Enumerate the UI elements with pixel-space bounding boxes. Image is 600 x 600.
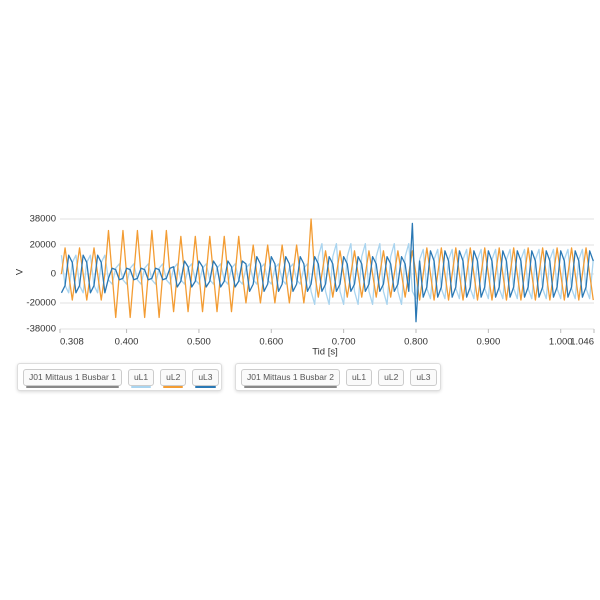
x-tick-label: 0.600	[259, 337, 283, 348]
series-line	[60, 218, 594, 319]
legend-text: uL2	[166, 371, 181, 382]
x-tick-label: 0.900	[476, 337, 500, 348]
y-axis-label: V	[15, 268, 26, 275]
legend-text: uL1	[351, 371, 367, 382]
legend-text: J01 Mittaus 1 Busbar 1	[29, 371, 116, 382]
x-tick-label: 0.308	[60, 337, 84, 348]
legend-button[interactable]: uL1	[127, 368, 155, 388]
legend-swatch	[26, 385, 119, 388]
x-tick-label: 1.000	[549, 337, 573, 348]
y-tick-label: -20000	[26, 297, 56, 308]
y-tick-label: 20000	[30, 240, 56, 251]
legend-swatch	[244, 385, 337, 388]
x-axis-label: Tid [s]	[312, 347, 338, 358]
legend-button[interactable]: uL3	[410, 368, 437, 386]
legend-group: J01 Mittaus 1 Busbar 2 uL1 uL2 uL3	[235, 363, 441, 391]
y-tick-label: 0	[51, 269, 56, 280]
x-tick-label: 0.500	[187, 337, 211, 348]
legend-swatch	[163, 385, 184, 388]
y-tick-label: -38000	[26, 324, 56, 335]
legend-swatch	[130, 385, 152, 388]
series-line	[60, 242, 594, 306]
x-tick-label: 0.700	[332, 337, 356, 348]
legend-button[interactable]: uL2	[378, 368, 405, 386]
legend-text: uL2	[384, 371, 399, 382]
legend-text: J01 Mittaus 1 Busbar 2	[247, 371, 334, 382]
legend-button[interactable]: uL3	[192, 368, 219, 388]
legend-button[interactable]: J01 Mittaus 1 Busbar 1	[23, 368, 122, 388]
legend-text: uL1	[133, 371, 149, 382]
x-tick-label: 0.400	[115, 337, 139, 348]
x-tick-label: 1.046	[570, 337, 594, 348]
chart: Tid [s] V -38000 -20000 0 20000 38000 0.308 0.…	[15, 214, 595, 358]
series-line	[60, 222, 594, 323]
legend-text: uL3	[416, 371, 431, 382]
legend-group: J01 Mittaus 1 Busbar 1 uL1 uL2 uL3	[17, 363, 222, 391]
legend-button[interactable]: uL1	[345, 368, 373, 386]
legend-button[interactable]: J01 Mittaus 1 Busbar 2	[241, 368, 340, 388]
legend-button[interactable]: uL2	[160, 368, 187, 388]
x-tick-label: 0.800	[404, 337, 428, 348]
y-tick-label: 38000	[30, 214, 56, 225]
legend-text: uL3	[198, 371, 213, 382]
legend-swatch	[195, 385, 216, 388]
